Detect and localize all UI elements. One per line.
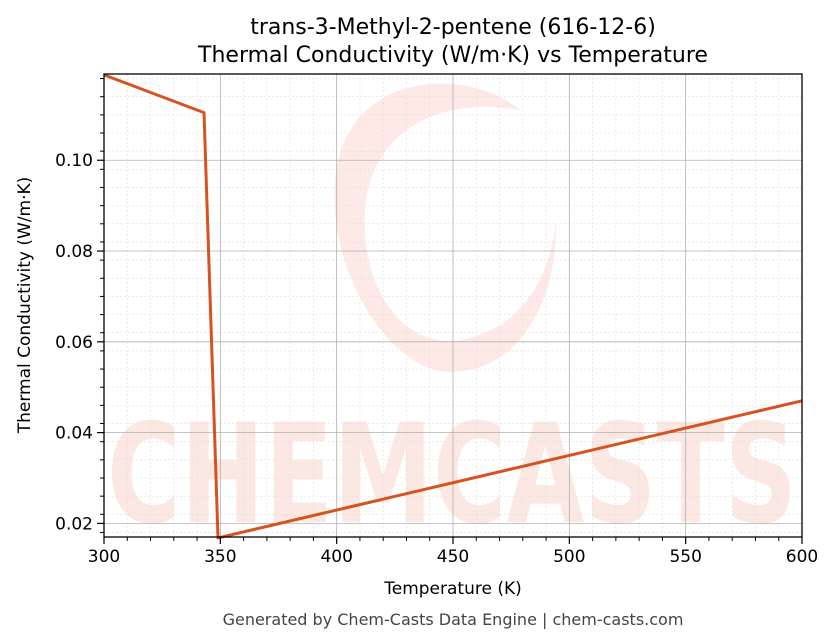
series-layer bbox=[103, 73, 803, 540]
watermark: CHEMCASTS bbox=[107, 83, 797, 555]
x-tick-label: 600 bbox=[786, 547, 818, 567]
x-tick-label: 550 bbox=[669, 547, 701, 567]
y-tick-label: 0.02 bbox=[55, 514, 93, 534]
x-tick-label: 400 bbox=[320, 547, 352, 567]
x-tick-label: 300 bbox=[88, 547, 120, 567]
y-tick-label: 0.06 bbox=[55, 333, 93, 353]
x-tick-label: 500 bbox=[553, 547, 585, 567]
y-tick-label: 0.10 bbox=[55, 151, 93, 171]
grid bbox=[103, 74, 803, 537]
y-tick-label: 0.08 bbox=[55, 242, 93, 262]
x-tick-label: 450 bbox=[437, 547, 469, 567]
footer-credit: Generated by Chem-Casts Data Engine | ch… bbox=[223, 610, 684, 629]
y-tick-label: 0.04 bbox=[55, 424, 93, 444]
y-axis-label: Thermal Conductivity (W/m·K) bbox=[15, 177, 35, 435]
x-tick-label: 350 bbox=[204, 547, 236, 567]
watermark-text: CHEMCASTS bbox=[107, 394, 797, 555]
x-axis-label: Temperature (K) bbox=[383, 579, 522, 599]
chart-title: trans-3-Methyl-2-pentene (616-12-6) bbox=[250, 15, 656, 40]
plot-area: CHEMCASTS 300 350 400 450 500 550 600 0.02 0.04 0… bbox=[55, 73, 818, 567]
ticks: 300 350 400 450 500 550 600 0.02 0.04 0.06 0.08 0.1… bbox=[55, 78, 818, 567]
chart-subtitle: Thermal Conductivity (W/m·K) vs Temperat… bbox=[197, 43, 708, 68]
series-line bbox=[103, 73, 803, 540]
